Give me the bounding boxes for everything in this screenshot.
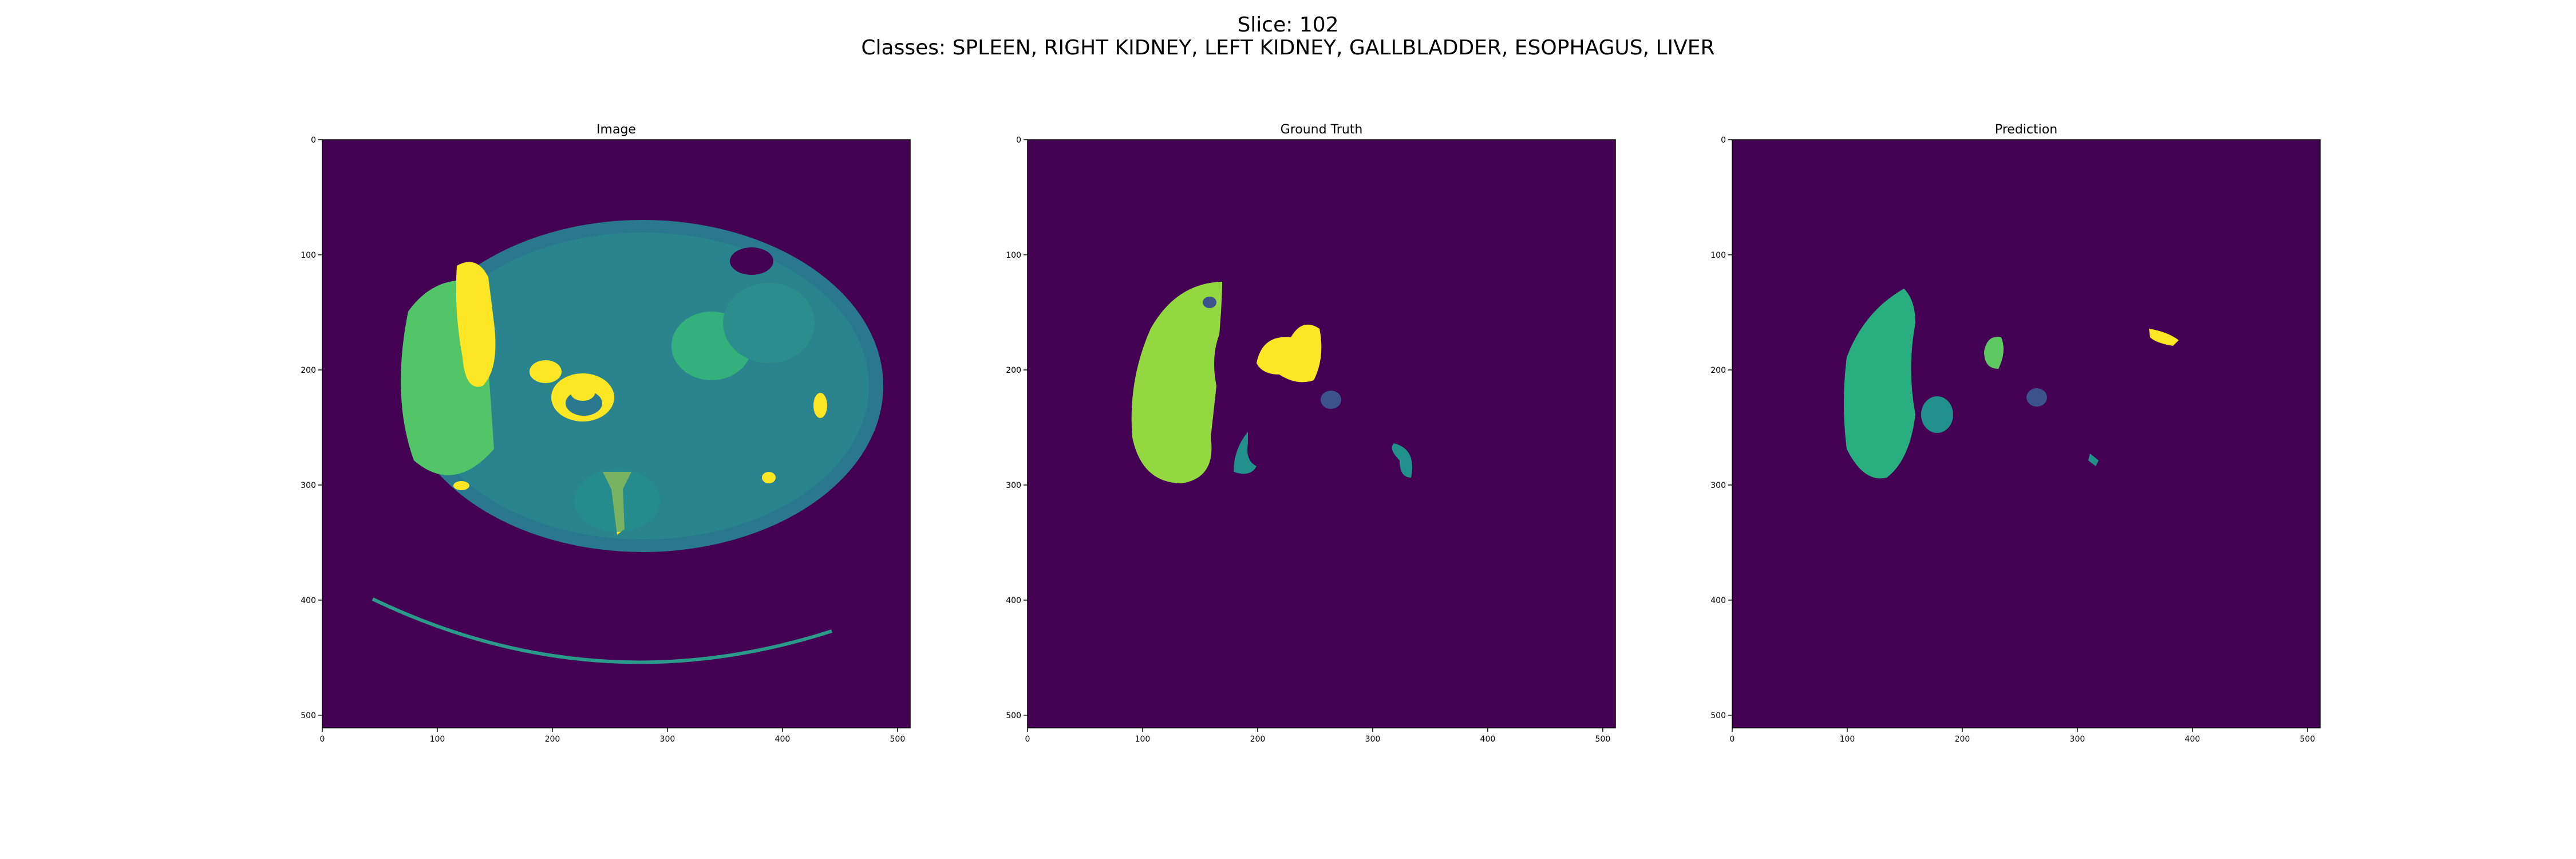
y-tick-label: 500 xyxy=(301,711,316,720)
x-tick-label: 0 xyxy=(1730,735,1735,744)
x-tick-label: 100 xyxy=(1135,735,1151,744)
y-tick-label: 200 xyxy=(1006,366,1021,375)
x-tick-label: 500 xyxy=(2300,735,2316,744)
x-tick-label: 300 xyxy=(1365,735,1381,744)
panel-title-ground-truth: Ground Truth xyxy=(1280,123,1363,137)
gt-gallbladder xyxy=(1257,324,1322,383)
y-tick-label: 100 xyxy=(301,251,316,260)
image-gas-2 xyxy=(730,247,773,275)
pred-esophagus xyxy=(1984,337,2004,369)
y-tick-label: 400 xyxy=(1710,596,1726,605)
x-tick-label: 300 xyxy=(660,735,675,744)
x-tick-label: 200 xyxy=(545,735,560,744)
ground-truth-panel xyxy=(1028,140,1615,728)
gt-liver xyxy=(1131,282,1222,483)
prediction-panel xyxy=(1732,140,2320,728)
x-tick-label: 400 xyxy=(775,735,791,744)
pred-background xyxy=(1732,140,2320,728)
panel-frame xyxy=(1027,139,1616,728)
y-tick-label: 400 xyxy=(1006,596,1021,605)
gt-right-kidney xyxy=(1234,432,1257,474)
pred-left-kidney xyxy=(2088,454,2099,466)
x-tick-label: 0 xyxy=(1025,735,1030,744)
y-tick-label: 300 xyxy=(1006,481,1021,490)
gt-adrenal xyxy=(1203,297,1216,308)
slice-title: Slice: 102 xyxy=(1237,13,1339,37)
x-tick-label: 400 xyxy=(1480,735,1496,744)
image-gas-1 xyxy=(451,235,485,258)
x-tick-label: 500 xyxy=(890,735,906,744)
pred-adrenal xyxy=(2026,388,2047,407)
y-tick-label: 100 xyxy=(1006,251,1021,260)
y-tick-label: 200 xyxy=(301,366,316,375)
axis-ticks: 0 100 200 300 400 500 0 100 200 300 400 500 0 100 200 3… xyxy=(301,136,2321,744)
gt-background xyxy=(1028,140,1615,728)
x-tick-label: 300 xyxy=(2070,735,2085,744)
image-bright-spot-1 xyxy=(813,393,827,418)
pred-liver xyxy=(1844,289,1915,479)
panel-title-prediction: Prediction xyxy=(1994,123,2058,137)
x-tick-label: 400 xyxy=(2185,735,2200,744)
gt-esophagus xyxy=(1321,391,1341,409)
image-table xyxy=(372,597,832,664)
panel-title-image: Image xyxy=(596,123,636,137)
y-tick-label: 100 xyxy=(1710,251,1726,260)
image-panel xyxy=(322,140,910,728)
y-tick-label: 300 xyxy=(1710,481,1726,490)
image-vessel-2 xyxy=(530,360,562,383)
x-tick-label: 500 xyxy=(1595,735,1611,744)
image-vertebra xyxy=(574,469,660,532)
image-bright-spot-3 xyxy=(762,472,776,483)
pred-gallbladder xyxy=(2149,329,2179,346)
y-tick-label: 0 xyxy=(311,136,316,145)
y-tick-label: 0 xyxy=(1721,136,1726,145)
y-tick-label: 400 xyxy=(301,596,316,605)
pred-right-kidney xyxy=(1921,396,1953,433)
x-tick-label: 200 xyxy=(1250,735,1266,744)
gt-left-kidney xyxy=(1392,443,1412,478)
y-tick-label: 500 xyxy=(1710,711,1726,720)
x-tick-label: 0 xyxy=(320,735,325,744)
image-gallbladder xyxy=(456,262,496,387)
x-tick-label: 100 xyxy=(430,735,445,744)
image-bowel xyxy=(723,283,815,363)
image-vessel xyxy=(570,383,595,401)
y-tick-label: 500 xyxy=(1006,711,1021,720)
classes-title: Classes: SPLEEN, RIGHT KIDNEY, LEFT KIDN… xyxy=(861,36,1715,60)
panel-frame xyxy=(322,139,911,728)
image-bright-spot-2 xyxy=(453,481,469,490)
y-tick-label: 0 xyxy=(1016,136,1021,145)
x-tick-label: 100 xyxy=(1840,735,1855,744)
panel-frame xyxy=(1732,139,2321,728)
y-tick-label: 300 xyxy=(301,481,316,490)
x-tick-label: 200 xyxy=(1955,735,1970,744)
y-tick-label: 200 xyxy=(1710,366,1726,375)
